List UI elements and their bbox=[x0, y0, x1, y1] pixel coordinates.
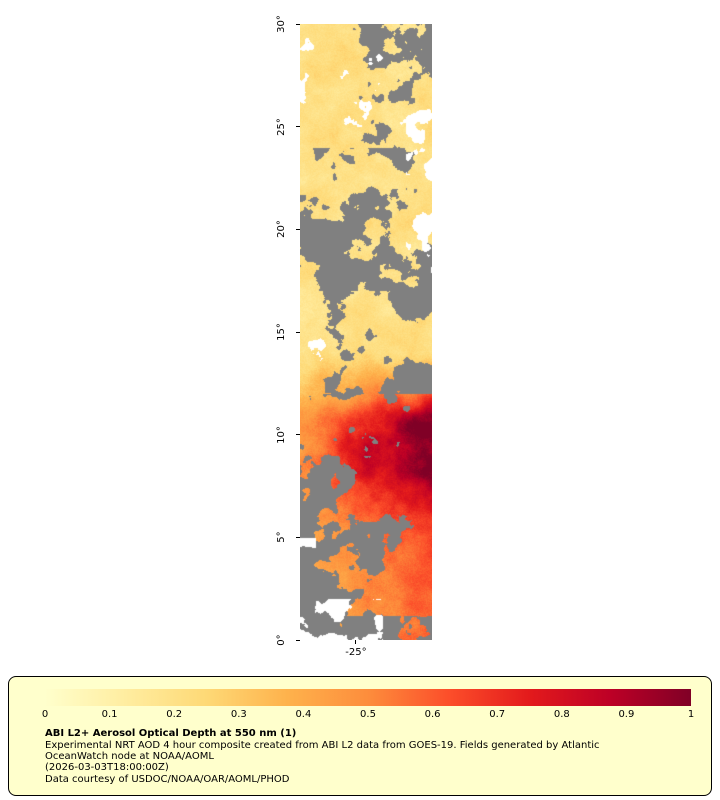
longitude-tick-mark bbox=[355, 640, 357, 644]
colorbar-tick-label: 0.5 bbox=[360, 709, 376, 720]
colorbar-tick-label: 0 bbox=[41, 709, 49, 720]
latitude-tick-label: 5° bbox=[276, 531, 287, 544]
latitude-tick-mark bbox=[296, 536, 300, 538]
latitude-tick-mark bbox=[296, 434, 300, 436]
colorbar-tick-label: 0.8 bbox=[553, 709, 570, 720]
colorbar-tick-label: 0.6 bbox=[424, 709, 441, 720]
aod-colorbar bbox=[45, 689, 691, 706]
colorbar-tick-label: 0.1 bbox=[101, 709, 118, 720]
latitude-tick-label: 25° bbox=[276, 117, 287, 136]
colorbar-tick-label: 1 bbox=[687, 709, 695, 720]
colorbar-tick-label: 0.3 bbox=[230, 709, 247, 720]
legend-title: ABI L2+ Aerosol Optical Depth at 550 nm … bbox=[45, 728, 297, 739]
colorbar-tick-label: 0.7 bbox=[489, 709, 506, 720]
colorbar-tick-label: 0.2 bbox=[166, 709, 183, 720]
latitude-tick-mark bbox=[296, 228, 300, 230]
latitude-tick-label: 15° bbox=[276, 323, 287, 341]
latitude-tick-mark bbox=[296, 23, 300, 25]
legend-timestamp: (2026-03-03T18:00:00Z) bbox=[45, 762, 169, 773]
latitude-tick-label: 10° bbox=[276, 425, 287, 444]
colorbar-tick-label: 0.4 bbox=[295, 709, 312, 720]
legend-description-line2: OceanWatch node at NOAA/AOML bbox=[45, 751, 214, 762]
latitude-tick-mark bbox=[296, 639, 300, 641]
colorbar-tick-label: 0.9 bbox=[618, 709, 635, 720]
latitude-tick-label: 30° bbox=[276, 15, 287, 33]
aod-map-plot: 30° 25° 20° 15° 10° 5° 0° -25° bbox=[276, 15, 432, 658]
colorbar-tick-labels: 0 0.1 0.2 0.3 0.4 0.5 0.6 0.7 0.8 0.9 1 bbox=[41, 709, 695, 722]
legend-panel: 0 0.1 0.2 0.3 0.4 0.5 0.6 0.7 0.8 0.9 1 ABI L2+ Ae… bbox=[8, 676, 712, 796]
latitude-tick-label: 0° bbox=[276, 634, 287, 646]
latitude-tick-mark bbox=[296, 331, 300, 333]
latitude-tick-mark bbox=[296, 126, 300, 128]
legend-description-line1: Experimental NRT AOD 4 hour composite cr… bbox=[45, 740, 600, 751]
legend-credit: Data courtesy of USDOC/NOAA/OAR/AOML/PHO… bbox=[45, 774, 290, 785]
longitude-tick-label: -25° bbox=[345, 647, 367, 658]
aod-map-canvas bbox=[300, 24, 432, 640]
latitude-tick-label: 20° bbox=[276, 220, 287, 239]
